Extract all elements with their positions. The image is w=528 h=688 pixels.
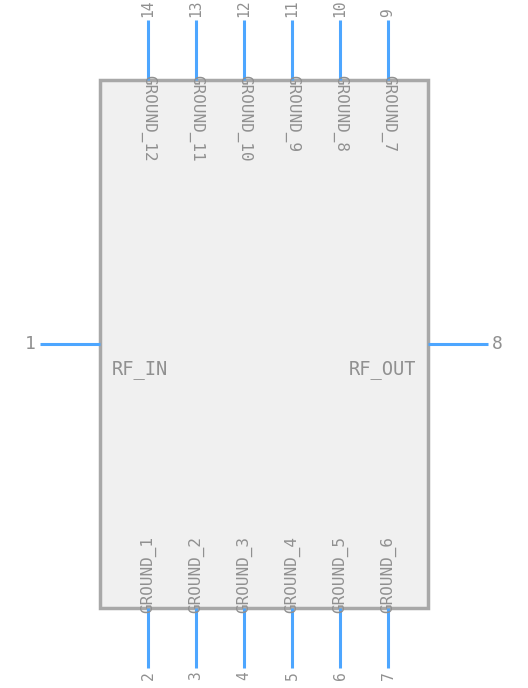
Text: GROUND_3: GROUND_3	[236, 536, 252, 613]
Text: 14: 14	[140, 0, 156, 17]
Text: 7: 7	[381, 671, 395, 680]
Text: 10: 10	[333, 0, 347, 17]
Text: GROUND_9: GROUND_9	[284, 75, 300, 152]
Text: 1: 1	[25, 335, 36, 353]
Text: GROUND_7: GROUND_7	[380, 75, 396, 152]
Text: 2: 2	[140, 671, 156, 680]
Bar	[100, 80, 428, 608]
Text: 3: 3	[188, 671, 203, 680]
Text: GROUND_12: GROUND_12	[140, 75, 156, 162]
Text: 4: 4	[237, 671, 251, 680]
Text: 11: 11	[285, 0, 299, 17]
Text: GROUND_8: GROUND_8	[332, 75, 348, 152]
Text: RF_OUT: RF_OUT	[348, 360, 416, 379]
Text: GROUND_5: GROUND_5	[332, 536, 348, 613]
Text: 13: 13	[188, 0, 203, 17]
Text: 8: 8	[492, 335, 503, 353]
Text: GROUND_2: GROUND_2	[188, 536, 204, 613]
Text: GROUND_6: GROUND_6	[380, 536, 396, 613]
Text: GROUND_10: GROUND_10	[236, 75, 252, 162]
Text: GROUND_4: GROUND_4	[284, 536, 300, 613]
Text: GROUND_1: GROUND_1	[140, 536, 156, 613]
Text: 5: 5	[285, 671, 299, 680]
Text: GROUND_11: GROUND_11	[188, 75, 204, 162]
Text: 12: 12	[237, 0, 251, 17]
Text: 6: 6	[333, 671, 347, 680]
Text: RF_IN: RF_IN	[112, 360, 168, 379]
Text: 9: 9	[381, 8, 395, 17]
